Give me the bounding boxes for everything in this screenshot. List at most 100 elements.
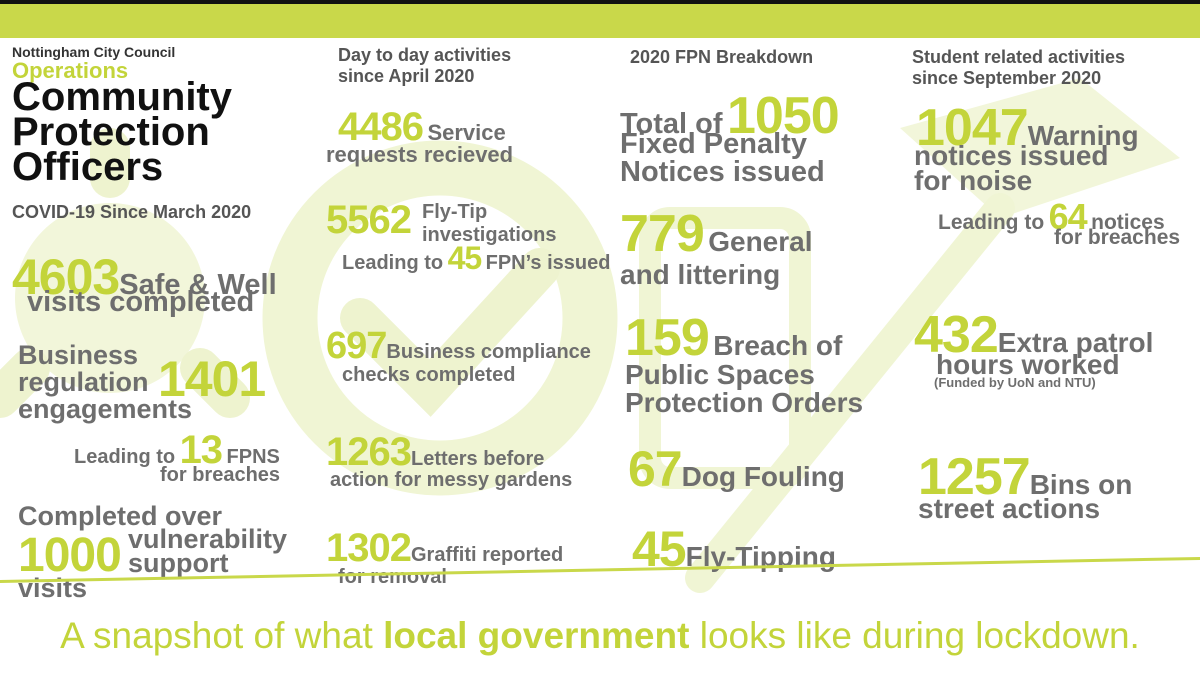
gear-icon: [262, 140, 618, 496]
stat-number: 1401: [158, 351, 266, 407]
stat-number: 1257: [918, 448, 1031, 506]
virus-icon: [15, 203, 205, 393]
footer-text: A snapshot of what: [60, 615, 384, 656]
stat-number: 432: [914, 306, 999, 364]
stat-text: Fixed Penalty: [620, 128, 807, 160]
service-stat: 4486 Service: [338, 105, 506, 150]
compliance-stat: 697Business compliance: [326, 325, 591, 368]
stat-text: visits completed: [27, 286, 255, 318]
safe-well-stat: 4603Safe & Well: [12, 248, 277, 306]
stat-text: Safe & Well: [119, 269, 277, 301]
stat-text: Extra patrol: [997, 327, 1154, 358]
stat-text: Notices issued: [620, 156, 825, 188]
patrol-stat: 432Extra patrol: [914, 305, 1153, 365]
stat-text: for noise: [914, 165, 1033, 196]
graffiti-stat: 1302Graffiti reported: [326, 526, 563, 571]
stat-text: notices issued: [914, 140, 1109, 171]
stat-text: Breach of: [713, 330, 843, 361]
breaches-stat: Leading to 64 notices: [938, 196, 1165, 238]
top-banner: [0, 0, 1200, 38]
footer-band: [0, 606, 1200, 675]
funding-note: (Funded by UoN and NTU): [934, 375, 1096, 390]
stat-text: engagements: [18, 394, 193, 424]
background-illustration: [0, 78, 1180, 593]
stat-number: 1302: [326, 526, 412, 570]
stat-text: for breaches: [1054, 226, 1181, 249]
stat-number: 159: [625, 309, 710, 367]
footer-text: looks like during lockdown.: [689, 615, 1140, 656]
checkmark-icon: [340, 248, 560, 417]
stat-text: street actions: [918, 493, 1101, 524]
stat-text: Warning: [1027, 120, 1139, 151]
stat-text: and littering: [620, 259, 781, 290]
stat-text: Letters before: [410, 448, 545, 470]
stat-text: Bins on: [1029, 469, 1133, 500]
title-line: Community: [12, 75, 232, 119]
stat-number: 67: [628, 441, 683, 497]
letters-stat: 1263Letters before: [326, 430, 544, 475]
stat-text: Fly-Tip: [422, 201, 488, 223]
stat-number: 1050: [727, 87, 840, 145]
stat-text: FPN’s issued: [485, 252, 611, 274]
stat-number: 64: [1048, 196, 1088, 237]
stat-text: requests recieved: [326, 142, 514, 167]
footer-tagline: A snapshot of what local government look…: [0, 615, 1200, 657]
stat-text: Total of: [620, 108, 723, 140]
total-stat: Total of 1050: [620, 86, 840, 146]
stat-text: Dog Fouling: [681, 461, 845, 492]
stat-text: Business: [18, 340, 139, 370]
department-label: Operations: [12, 58, 129, 83]
stat-text: Leading to: [342, 252, 444, 274]
fpns-stat: Leading to 13 FPNS: [74, 428, 280, 473]
stat-text: Protection Orders: [625, 387, 864, 418]
heading-line: since September 2020: [912, 68, 1102, 88]
heading-line: Student related activities: [912, 47, 1126, 67]
title-line: Protection: [12, 110, 210, 154]
stat-text: General: [708, 226, 813, 257]
stat-text: FPNS: [226, 446, 280, 468]
stat-text: checks completed: [342, 364, 516, 386]
stat-text: Public Spaces: [625, 359, 815, 390]
stat-number: 697: [326, 325, 387, 367]
stat-text: Leading to: [74, 446, 176, 468]
stat-text: investigations: [422, 224, 557, 246]
stat-number: 5562: [326, 198, 412, 242]
dog-stat: 67Dog Fouling: [628, 440, 845, 498]
daily-heading: Day to day activities since April 2020: [338, 45, 511, 87]
stat-number: 13: [179, 428, 223, 472]
stat-number: 45: [447, 240, 483, 276]
stat-text: Completed over: [18, 501, 223, 531]
mortarboard-icon: [900, 78, 1180, 218]
student-heading: Student related activities since Septemb…: [912, 47, 1125, 89]
stat-number: 1047: [916, 99, 1029, 157]
bins-stat: 1257Bins on: [918, 447, 1132, 507]
heading-line: since April 2020: [338, 66, 475, 86]
stat-text: support: [128, 548, 229, 578]
stat-text: Graffiti reported: [410, 544, 564, 566]
covid-heading: COVID-19 Since March 2020: [12, 202, 252, 222]
warning-stat: 1047Warning: [916, 98, 1139, 158]
fpn-heading: 2020 FPN Breakdown: [630, 47, 814, 67]
stat-text: vulnerability: [128, 524, 288, 554]
stat-text: Leading to: [938, 211, 1045, 234]
stat-text: Service: [427, 120, 506, 145]
footer-bold: local government: [383, 615, 690, 656]
stat-number: 4603: [12, 249, 120, 305]
fpn-stat: Leading to 45 FPN’s issued: [342, 240, 610, 277]
heading-line: Day to day activities: [338, 45, 512, 65]
stat-number: 1000: [18, 529, 122, 582]
stat-text: Business compliance: [386, 341, 591, 363]
stat-number: 779: [620, 205, 705, 263]
stat-text: hours worked: [936, 349, 1120, 380]
general-stat: 779 General: [620, 204, 813, 264]
stat-text: for breaches: [160, 464, 281, 486]
stat-text: for removal: [338, 566, 447, 588]
stat-text: regulation: [18, 367, 149, 397]
council-name: Nottingham City Council: [12, 44, 176, 60]
stat-number: 4486: [338, 105, 424, 149]
stat-text: action for messy gardens: [330, 469, 573, 491]
breach-stat: 159 Breach of: [625, 308, 842, 368]
title-line: Officers: [12, 145, 164, 189]
stat-number: 1263: [326, 430, 412, 474]
